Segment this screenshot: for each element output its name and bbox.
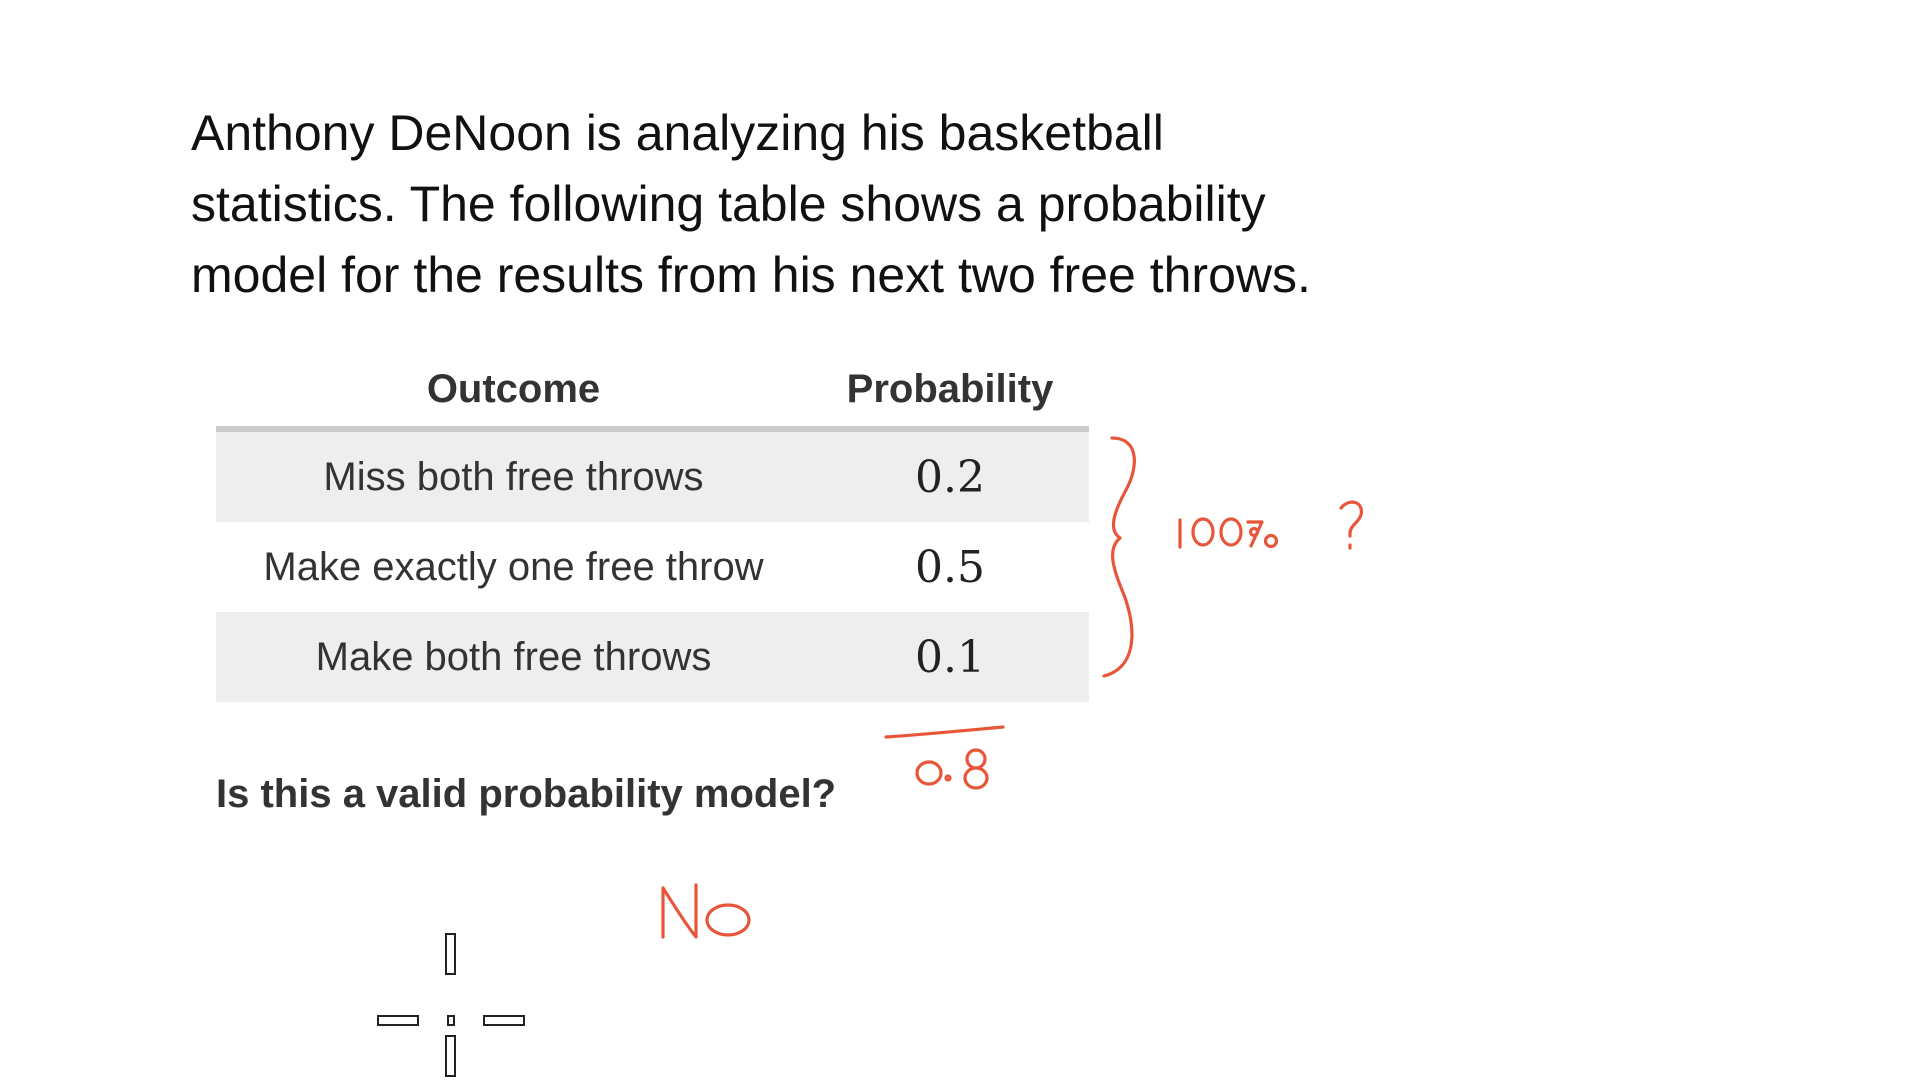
answer-handwriting — [661, 883, 751, 939]
problem-line: Anthony DeNoon is analyzing his basketba… — [191, 105, 1164, 161]
question-prompt: Is this a valid probability model? — [216, 772, 837, 816]
table-row: Miss both free throws 0.2 — [216, 429, 1089, 522]
crosshair-cursor-icon — [377, 933, 525, 1077]
table-row: Make both free throws 0.1 — [216, 612, 1089, 702]
probability-cell: 0.5 — [915, 541, 985, 593]
probability-cell: 0.1 — [915, 631, 985, 683]
probability-table: Outcome Probability Miss both free throw… — [216, 352, 1089, 702]
probability-cell: 0.2 — [915, 451, 985, 503]
outcome-cell: Make exactly one free throw — [263, 544, 764, 589]
percent-note-handwriting — [1178, 500, 1363, 550]
table-header-row: Outcome Probability — [216, 352, 1089, 429]
problem-line: model for the results from his next two … — [191, 247, 1311, 303]
problem-line: statistics. The following table shows a … — [191, 176, 1266, 232]
table-row: Make exactly one free throw 0.5 — [216, 522, 1089, 612]
outcome-cell: Miss both free throws — [323, 454, 704, 499]
probability-column-header: Probability — [846, 366, 1054, 411]
curly-brace-mark — [1102, 436, 1136, 678]
sum-handwriting — [915, 748, 989, 790]
outcome-column-header: Outcome — [426, 366, 601, 411]
outcome-cell: Make both free throws — [315, 634, 712, 679]
sum-line-mark — [884, 725, 1005, 739]
problem-statement: Anthony DeNoon is analyzing his basketba… — [191, 98, 1491, 311]
